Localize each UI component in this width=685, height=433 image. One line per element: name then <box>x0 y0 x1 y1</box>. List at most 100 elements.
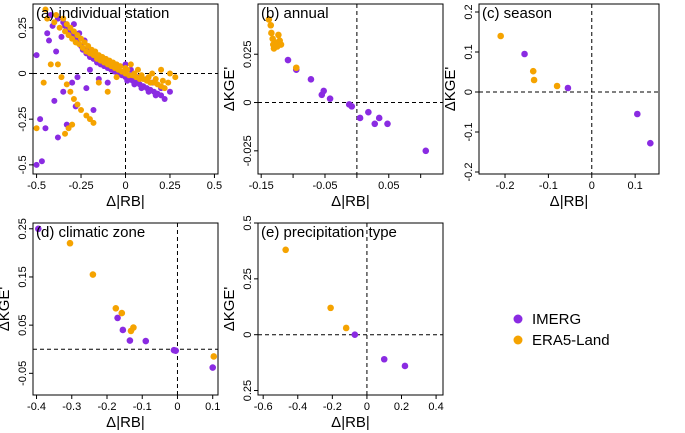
data-point <box>267 21 275 29</box>
y-tick-label: -0.2 <box>463 163 475 182</box>
series-era5-land <box>66 239 218 360</box>
data-point <box>268 29 275 37</box>
data-point <box>371 120 379 128</box>
y-tick-label: 0.25 <box>242 268 254 289</box>
data-point <box>275 31 282 39</box>
series-imerg <box>351 331 409 370</box>
data-point <box>95 79 102 86</box>
data-point <box>46 37 53 44</box>
panel-title: (b) annual <box>261 5 329 22</box>
series-era5-land <box>282 246 350 332</box>
data-point <box>145 88 152 95</box>
x-tick-label: -0.3 <box>62 401 81 413</box>
y-tick-label: 0 <box>242 99 254 105</box>
data-point <box>89 271 97 278</box>
x-axis-label: Δ|RB| <box>550 193 589 210</box>
plot-frame <box>257 222 444 396</box>
data-point <box>210 353 218 360</box>
x-tick-label: -0.1 <box>133 401 152 413</box>
data-point <box>161 96 168 103</box>
series-imerg <box>34 225 217 371</box>
y-tick-label: 0.5 <box>242 215 254 230</box>
y-tick-label: 0.025 <box>242 40 254 68</box>
series-era5-land <box>497 32 561 90</box>
data-point <box>53 11 60 18</box>
data-point <box>67 88 74 95</box>
x-tick-label: -0.05 <box>312 180 337 192</box>
data-point <box>166 70 173 77</box>
data-point <box>86 66 93 73</box>
x-tick-label: 0.1 <box>627 180 642 192</box>
data-point <box>58 74 65 81</box>
x-tick-label: 0.1 <box>205 401 220 413</box>
y-tick-label: -0.25 <box>17 107 29 132</box>
data-point <box>124 77 131 84</box>
x-tick-label: 0.05 <box>378 180 399 192</box>
data-point <box>172 347 180 354</box>
data-point <box>78 107 85 114</box>
x-tick-label: 0 <box>174 401 180 413</box>
data-point <box>130 324 137 331</box>
data-point <box>320 87 328 95</box>
y-tick-label: 0.1 <box>463 44 475 59</box>
data-point <box>529 67 537 75</box>
data-point <box>365 108 372 116</box>
data-point <box>521 50 528 58</box>
data-point <box>117 63 124 70</box>
data-point <box>66 239 74 247</box>
data-point <box>38 158 45 165</box>
x-axis-label: Δ|RB| <box>106 193 145 210</box>
data-point <box>380 355 388 363</box>
data-point <box>51 97 58 104</box>
data-point <box>83 85 90 92</box>
data-point <box>172 74 179 81</box>
data-point <box>126 337 134 344</box>
data-point <box>90 119 97 126</box>
data-point <box>131 81 138 88</box>
data-point <box>42 6 49 13</box>
data-point <box>113 74 120 81</box>
x-tick-label: 0.5 <box>207 180 222 192</box>
x-tick-label: 0 <box>122 180 128 192</box>
data-point <box>647 139 654 147</box>
x-tick-label: 0.25 <box>159 180 180 192</box>
series-era5-land <box>265 16 300 72</box>
data-point <box>112 304 120 312</box>
data-point <box>166 88 173 95</box>
data-point <box>60 88 67 95</box>
x-tick-label: 0 <box>589 180 595 192</box>
data-point <box>63 81 70 88</box>
data-point <box>70 96 77 103</box>
data-point <box>277 41 285 48</box>
legend-label-era5-land: ERA5-Land <box>532 332 610 349</box>
series-era5-land <box>33 6 179 137</box>
data-point <box>51 19 58 26</box>
data-point <box>62 130 69 137</box>
data-point <box>40 79 47 86</box>
data-point <box>159 77 166 84</box>
data-point <box>152 75 159 82</box>
panel-4: -0.4 -0.3 -0.2 -0.1 0 0.1 -0.05 0.05 0.15 0.25 Δ|R… <box>0 218 220 431</box>
y-tick-label: -0.025 <box>242 135 254 166</box>
data-point <box>634 110 641 118</box>
data-point <box>54 134 61 141</box>
data-point <box>375 114 383 122</box>
data-point <box>553 82 561 90</box>
data-point <box>348 103 356 110</box>
y-tick-label: 0.2 <box>463 4 475 19</box>
data-point <box>158 66 165 73</box>
data-point <box>33 125 40 132</box>
y-tick-label: 0 <box>17 70 29 76</box>
data-point <box>284 56 292 64</box>
data-point <box>282 246 289 254</box>
x-axis-label: Δ|RB| <box>106 414 145 431</box>
plot-frame <box>478 3 660 175</box>
data-point <box>265 16 273 23</box>
y-tick-label: 0 <box>463 89 475 95</box>
data-point <box>60 15 67 22</box>
x-tick-label: -0.2 <box>496 180 515 192</box>
y-tick-label: 0.15 <box>17 266 29 287</box>
y-tick-label: 0.25 <box>17 218 29 239</box>
data-point <box>34 225 42 233</box>
y-axis-label: ΔKGE' <box>442 67 459 112</box>
